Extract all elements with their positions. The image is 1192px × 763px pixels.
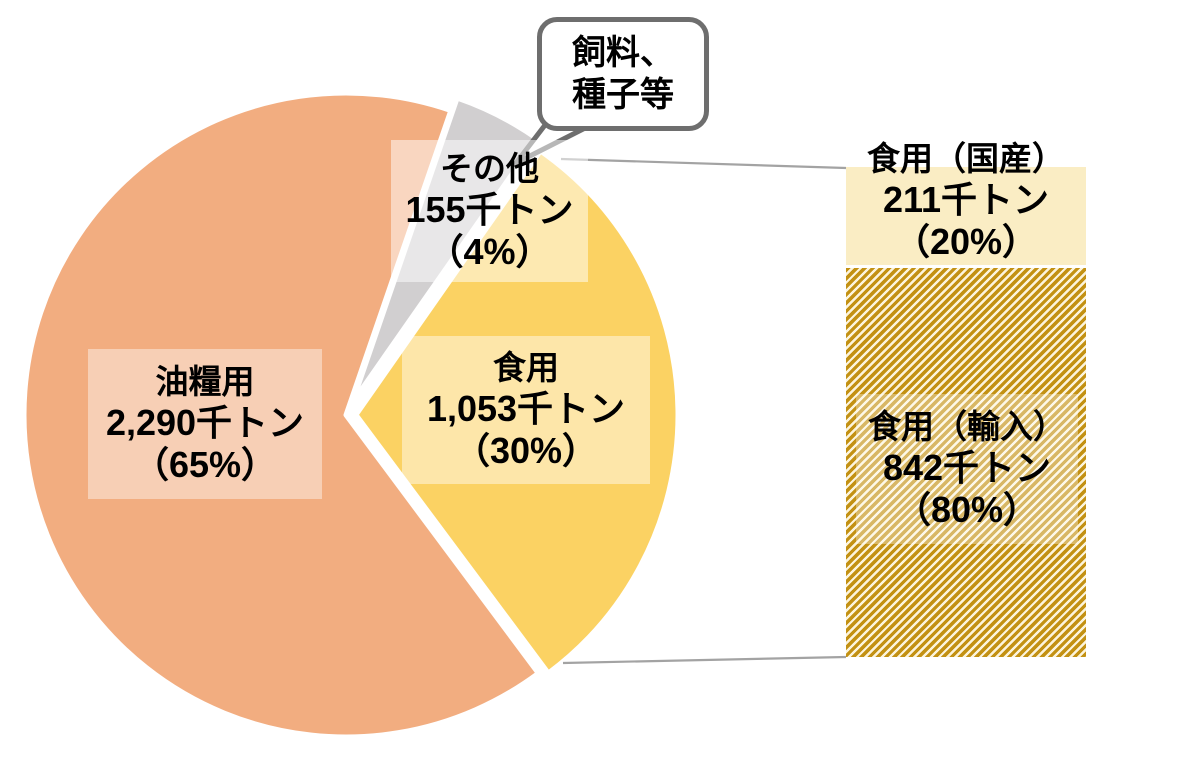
label-name: 食用 (493, 349, 559, 386)
connector-line-bottom (562, 655, 847, 665)
connector-line-top (560, 157, 847, 170)
label-value: 1,053千トン (426, 388, 626, 429)
label-percent: （80%） (894, 489, 1040, 530)
pie-slice-oil (21, 90, 541, 740)
callout-text-line1: 飼料、 (572, 34, 674, 72)
label-name: 食用（国産） (867, 140, 1065, 177)
label-percent: （4%） (427, 231, 552, 272)
label-value: 155千トン (405, 189, 574, 230)
breakdown-bar (846, 167, 1086, 657)
label-percent: （20%） (893, 221, 1039, 262)
label-value: 842千トン (882, 447, 1052, 488)
bar-segment-domestic (846, 167, 1086, 265)
label-name: 油糧用 (155, 363, 255, 400)
label-name: 食用（輸入） (868, 408, 1066, 445)
pie-label-oil: 油糧用 2,290千トン （65%） (88, 349, 322, 499)
label-name: その他 (440, 150, 539, 187)
bar-label-imported: 食用（輸入） 842千トン （80%） (856, 394, 1078, 544)
bar-label-domestic: 食用（国産） 211千トン （20%） (846, 139, 1086, 263)
callout-bubble: 飼料、 種子等 (537, 17, 709, 131)
label-percent: （65%） (132, 444, 278, 485)
pie-slice-food (353, 148, 681, 676)
callout-text-line2: 種子等 (572, 76, 674, 114)
label-value: 2,290千トン (105, 402, 305, 443)
bar-segment-imported (846, 265, 1086, 657)
pie-label-other: その他 155千トン （4%） (391, 140, 588, 282)
label-value: 211千トン (882, 179, 1050, 220)
label-percent: （30%） (453, 430, 599, 471)
pie-label-food: 食用 1,053千トン （30%） (402, 336, 650, 484)
